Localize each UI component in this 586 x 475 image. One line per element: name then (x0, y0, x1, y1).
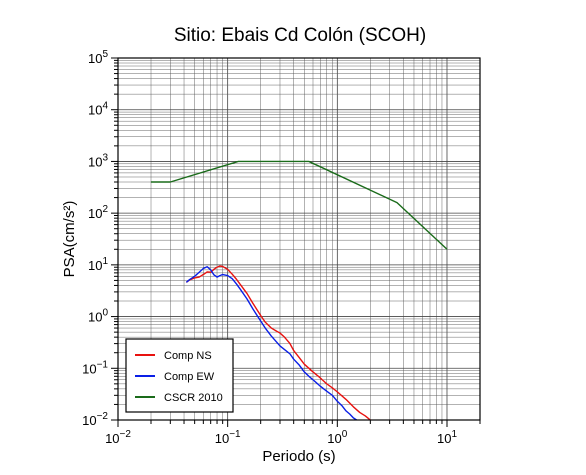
y-tick-label: 101 (88, 256, 108, 273)
y-tick-label: 10−2 (82, 411, 108, 428)
plot-frame (117, 57, 481, 421)
y-tick-label: 10−1 (82, 359, 108, 376)
legend: Comp NS Comp EW CSCR 2010 (125, 338, 234, 413)
y-tick-label: 100 (88, 308, 108, 325)
x-tick-label: 100 (327, 429, 347, 446)
x-tick-labels: 10−2 10−1 100 101 (105, 429, 457, 446)
legend-label: Comp NS (164, 350, 212, 362)
y-tick-labels: 10−2 10−1 100 101 102 103 104 105 (82, 49, 108, 428)
x-tick-label: 101 (437, 429, 457, 446)
y-tick-label: 103 (88, 152, 108, 169)
x-axis-label: Periodo (s) (262, 448, 335, 465)
series-line-3 (151, 160, 448, 250)
y-axis-label: PSA(cm/s²) (61, 201, 78, 278)
y-tick-label: 105 (88, 49, 108, 66)
series-layer (151, 160, 448, 420)
series-line-2 (185, 266, 358, 420)
chart-title: Sitio: Ebais Cd Colón (SCOH) (174, 25, 426, 46)
y-tick-label: 102 (88, 204, 108, 221)
grid (111, 57, 481, 427)
x-tick-label: 10−2 (105, 429, 131, 446)
x-tick-label: 10−1 (215, 429, 241, 446)
legend-label: CSCR 2010 (164, 392, 223, 404)
series-line-1 (185, 265, 371, 420)
y-tick-label: 104 (88, 101, 108, 118)
legend-label: Comp EW (164, 371, 215, 383)
